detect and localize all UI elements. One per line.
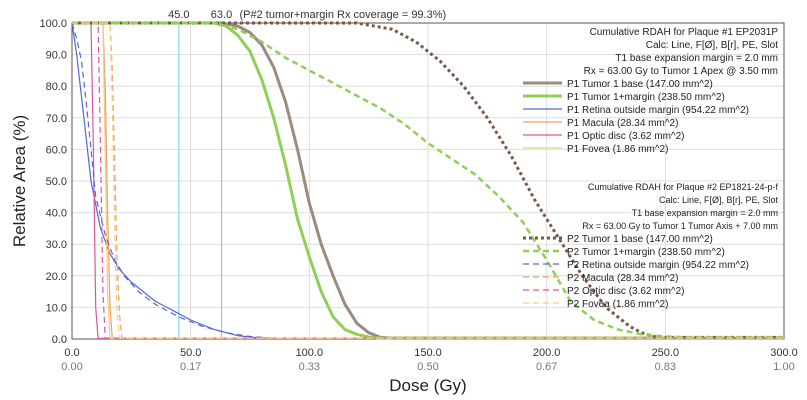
legend-subtitle: T1 base expansion margin = 2.0 mm	[632, 208, 778, 218]
legend-label: P2 Tumor 1+margin (238.50 mm^2)	[567, 247, 725, 258]
series-line	[71, 22, 784, 339]
series-line	[72, 21, 784, 339]
legend-label: P2 Retina outside margin (954.22 mm^2)	[567, 260, 749, 271]
series-layer	[71, 21, 784, 340]
y-tick-label: 70.0	[46, 113, 67, 125]
x-tick-label-secondary: 0.00	[61, 361, 82, 373]
legend-subtitle: Calc: Line, F[Ø], B[r], PE, Slot	[659, 195, 779, 205]
x-tick-label: 150.0	[414, 347, 442, 359]
coverage-annotation: (P#2 tumor+margin Rx coverage = 99.3%)	[240, 9, 447, 21]
x-axis-title: Dose (Gy)	[389, 376, 466, 395]
legend-label: P1 Tumor 1 base (147.00 mm^2)	[567, 79, 713, 90]
legend-label: P1 Tumor 1+margin (238.50 mm^2)	[567, 92, 725, 103]
x-tick-label: 0.0	[64, 347, 79, 359]
legend-subtitle: Calc: Line, F[Ø], B[r], PE, Slot	[646, 40, 778, 51]
y-tick-label: 30.0	[46, 239, 67, 251]
series-line	[71, 22, 784, 339]
legend-label: P1 Fovea (1.86 mm^2)	[567, 144, 668, 155]
x-tick-label-secondary: 0.67	[536, 361, 557, 373]
x-tick-label-secondary: 0.50	[417, 361, 438, 373]
legend-title: Cumulative RDAH for Plaque #2 EP1821-24-…	[588, 182, 779, 192]
legend-label: P2 Fovea (1.86 mm^2)	[567, 299, 668, 310]
legend-label: P2 Macula (28.34 mm^2)	[567, 273, 678, 284]
x-tick-label: 100.0	[296, 347, 324, 359]
legend-subtitle: T1 base expansion margin = 2.0 mm	[615, 53, 778, 64]
legend-label: P1 Retina outside margin (954.22 mm^2)	[567, 105, 749, 116]
series-line	[72, 21, 784, 339]
legend-title: Cumulative RDAH for Plaque #1 EP2031P	[590, 27, 779, 38]
y-tick-label: 10.0	[46, 302, 67, 314]
y-tick-label: 40.0	[46, 208, 67, 220]
legend-label: P2 Optic disc (3.62 mm^2)	[567, 286, 685, 297]
y-tick-label: 20.0	[46, 271, 67, 283]
reference-line-label: 45.0	[168, 9, 189, 21]
legend-subtitle: Rx = 63.00 Gy to Tumor 1 Apex @ 3.50 mm	[584, 66, 778, 77]
legends: Cumulative RDAH for Plaque #1 EP2031P Cal…	[523, 27, 778, 310]
x-tick-label: 50.0	[180, 347, 201, 359]
tick-labels: 0.0 10.0 20.0 30.0 40.0 50.0 60.0 70.0 80.0 90.0 1…	[39, 18, 797, 373]
x-tick-label-secondary: 1.00	[773, 361, 794, 373]
y-axis-title: Relative Area (%)	[10, 115, 29, 247]
series-line	[72, 21, 784, 340]
y-tick-label: 100.0	[39, 18, 67, 30]
x-tick-label: 200.0	[533, 347, 561, 359]
x-tick-label-secondary: 0.83	[655, 361, 676, 373]
legend-label: P1 Macula (28.34 mm^2)	[567, 118, 678, 129]
legend-label: P2 Tumor 1 base (147.00 mm^2)	[567, 234, 713, 245]
x-tick-label: 300.0	[770, 347, 798, 359]
series-line	[72, 21, 784, 340]
y-tick-label: 90.0	[46, 50, 67, 62]
series-line	[72, 22, 784, 339]
reference-lines: 45.0 63.0 (P#2 tumor+margin Rx coverage = …	[168, 9, 446, 339]
y-tick-label: 60.0	[46, 144, 67, 156]
legend-label: P1 Optic disc (3.62 mm^2)	[567, 131, 685, 142]
y-tick-label: 0.0	[52, 334, 67, 346]
reference-line-label: 63.0	[211, 9, 232, 21]
x-tick-label-secondary: 0.33	[299, 361, 320, 373]
legend-subtitle: Rx = 63.00 Gy to Tumor 1 Tumor Axis + 7.…	[582, 221, 778, 231]
x-tick-label-secondary: 0.17	[180, 361, 201, 373]
x-tick-label: 250.0	[652, 347, 680, 359]
y-tick-label: 50.0	[46, 176, 67, 188]
y-tick-label: 80.0	[46, 81, 67, 93]
